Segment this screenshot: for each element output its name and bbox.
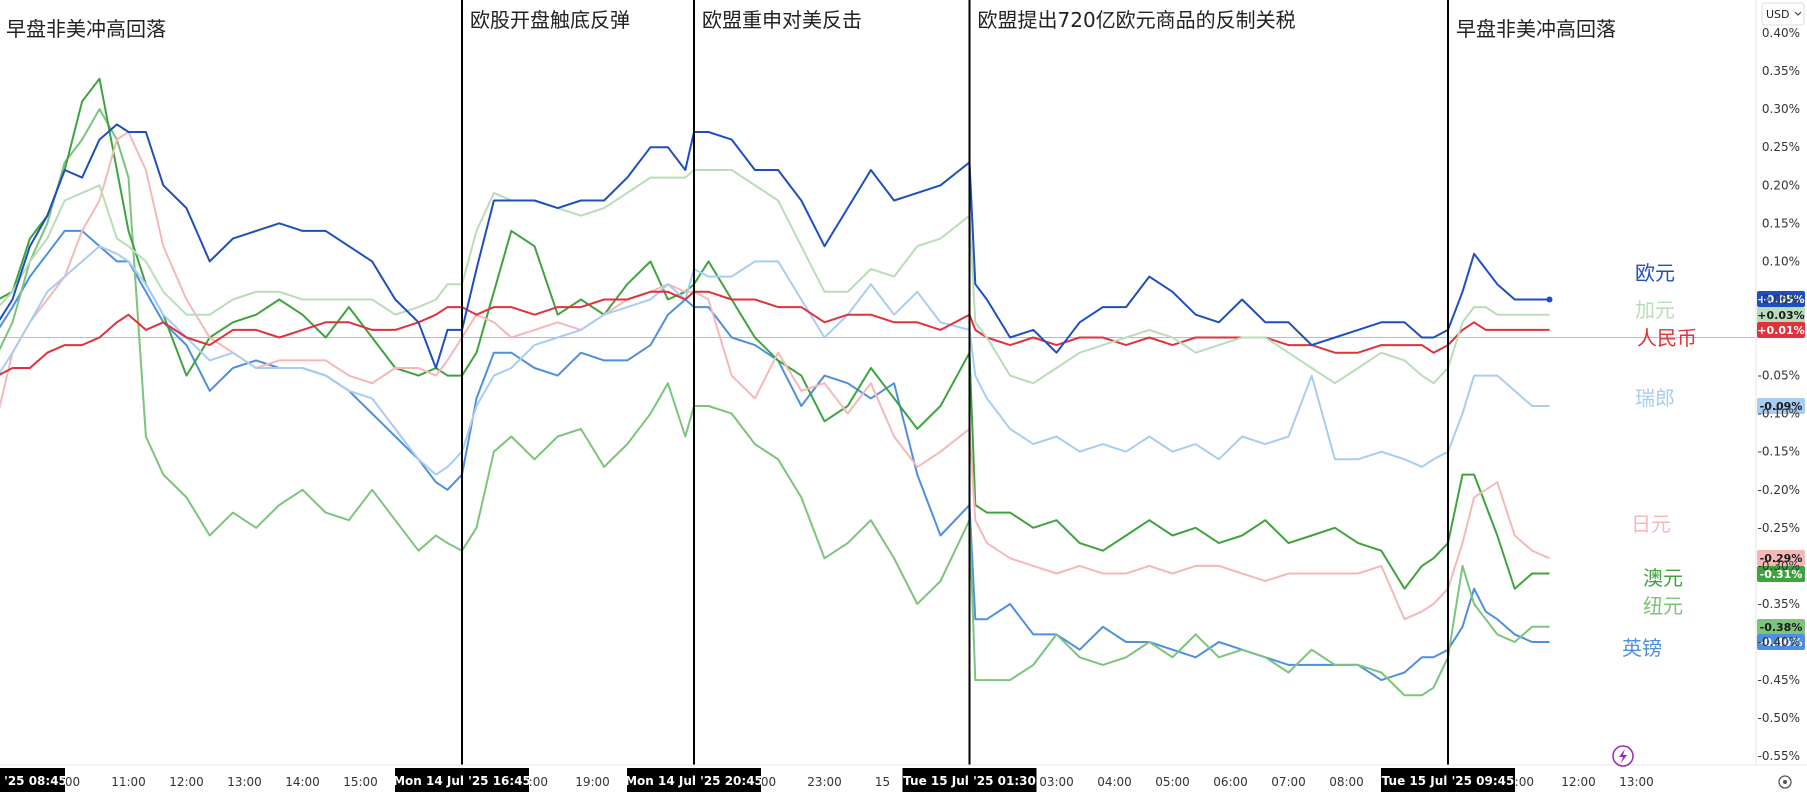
x-tick-label: 06:00 — [1213, 775, 1248, 789]
x-tick-label: 13:00 — [1619, 775, 1654, 789]
event-annotation: 早盘非美冲高回落 — [6, 17, 166, 41]
x-tick-label: 14:00 — [285, 775, 320, 789]
currency-selector-box[interactable] — [1761, 2, 1805, 26]
event-time-label: Tue 15 Jul '25 09:45 — [1382, 774, 1515, 788]
y-tick-label: 0.15% — [1762, 216, 1800, 230]
event-time-label-box — [1381, 768, 1515, 792]
series-labels-group: 欧元 +0.05% 加元 +0.03% 人民币 +0.01% 瑞郎 -0.09% 日元 -0.29… — [1622, 261, 1805, 660]
y-tick-label: 0.35% — [1762, 64, 1800, 78]
series-value-badge-text: +0.01% — [1757, 324, 1804, 337]
x-tick-label: 05:00 — [1155, 775, 1190, 789]
series-name-label: 日元 — [1631, 512, 1671, 536]
event-time-label: Mon 14 Jul '25 08:45 — [0, 774, 67, 788]
y-tick-label: -0.15% — [1758, 445, 1800, 459]
y-tick-label: 0.30% — [1762, 102, 1800, 116]
x-tick-label: :00 — [61, 775, 80, 789]
event-time-label: Tue 15 Jul '25 01:30 — [903, 774, 1036, 788]
y-tick-label: -0.25% — [1758, 521, 1800, 535]
series-value-badge — [1757, 619, 1805, 635]
series-value-badge — [1757, 566, 1805, 582]
series-name-label: 澳元 — [1643, 566, 1683, 590]
series-value-badge-text: -0.09% — [1760, 400, 1803, 413]
event-time-label: Mon 14 Jul '25 20:45 — [625, 774, 763, 788]
event-annotation: 欧盟重申对美反击 — [702, 8, 862, 32]
y-tick-label: 0.05% — [1762, 292, 1800, 306]
y-tick-label: 0.10% — [1762, 254, 1800, 268]
y-tick-label: -0.40% — [1758, 635, 1800, 649]
chevron-down-icon — [1794, 11, 1802, 16]
y-tick-label: -0.10% — [1758, 407, 1800, 421]
y-tick-label: 0.25% — [1762, 140, 1800, 154]
series-name-label: 人民币 — [1637, 326, 1697, 350]
x-tick-label: 15:00 — [343, 775, 378, 789]
gear-icon — [1778, 775, 1792, 789]
series-value-badge — [1757, 398, 1805, 414]
y-tick-label: 0.40% — [1762, 26, 1800, 40]
y-tick-label: -0.20% — [1758, 483, 1800, 497]
y-tick-label: -0.05% — [1758, 369, 1800, 383]
event-annotation: 欧股开盘触底反弹 — [470, 8, 630, 32]
event-time-label-box — [627, 768, 761, 792]
series-name-label: 英镑 — [1622, 636, 1662, 660]
x-tick-label: 13:00 — [227, 775, 262, 789]
x-tick-label: :00 — [757, 775, 776, 789]
series-value-badge-text: -0.29% — [1760, 552, 1803, 565]
event-time-label-box — [0, 768, 65, 792]
price-axis[interactable]: 0.40% 0.35% 0.30% 0.25% 0.20% 0.15% 0.10% 0.05%… — [1755, 0, 1800, 765]
event-time-label: Mon 14 Jul '25 16:45 — [393, 774, 531, 788]
x-tick-label: 23:00 — [807, 775, 842, 789]
series-value-badge-text: -0.31% — [1760, 568, 1803, 581]
series-name-label: 欧元 — [1635, 261, 1675, 285]
series-value-badge-text: +0.03% — [1757, 309, 1804, 322]
y-tick-label: 0.20% — [1762, 178, 1800, 192]
x-tick-label: 12:00 — [1561, 775, 1596, 789]
series-endpoint-marker — [1546, 296, 1553, 303]
series-name-label: 加元 — [1635, 298, 1675, 322]
series-value-badge — [1757, 634, 1805, 650]
y-tick-label: -0.35% — [1758, 597, 1800, 611]
event-annotation: 欧盟提出720亿欧元商品的反制关税 — [978, 8, 1296, 32]
x-tick-label: 12:00 — [169, 775, 204, 789]
lightning-icon[interactable] — [1612, 745, 1634, 767]
event-lines-group: 早盘非美冲高回落 欧股开盘触底反弹 欧盟重申对美反击 欧盟提出720亿欧元商品的反制关… — [6, 0, 1616, 765]
y-tick-label: -0.50% — [1758, 711, 1800, 725]
y-tick-label: -0.55% — [1758, 749, 1800, 763]
series-value-badge — [1757, 322, 1805, 338]
x-tick-label: 11:00 — [111, 775, 146, 789]
event-time-label-box — [395, 768, 529, 792]
lightning-bolt-shape — [1619, 749, 1627, 763]
series-name-label: 纽元 — [1643, 594, 1683, 618]
gear-icon-center — [1783, 780, 1787, 784]
x-tick-label: 07:00 — [1271, 775, 1306, 789]
series-value-badge-text: -0.40% — [1760, 636, 1803, 649]
series-value-badge-text: -0.38% — [1760, 621, 1803, 634]
x-tick-label: 19:00 — [575, 775, 610, 789]
x-tick-label: 08:00 — [1329, 775, 1364, 789]
currency-selector[interactable]: USD — [1761, 2, 1805, 26]
series-value-badge-text: +0.05% — [1757, 293, 1804, 306]
y-tick-label: -0.30% — [1758, 559, 1800, 573]
series-value-badge — [1757, 307, 1805, 323]
x-tick-label: 15 — [875, 775, 890, 789]
event-annotation: 早盘非美冲高回落 — [1456, 17, 1616, 41]
time-axis[interactable]: :00 11:00 12:00 13:00 14:00 15:00 3:00 19:00:00… — [0, 764, 1807, 792]
x-tick-label: 04:00 — [1097, 775, 1132, 789]
y-tick-label: -0.45% — [1758, 673, 1800, 687]
series-value-badge — [1757, 550, 1805, 566]
x-tick-label: 03:00 — [1039, 775, 1074, 789]
event-time-label-box — [902, 768, 1037, 792]
settings-icon[interactable] — [1778, 775, 1792, 789]
series-name-label: 瑞郎 — [1635, 386, 1675, 410]
currency-selector-label: USD — [1766, 8, 1790, 21]
series-value-badge — [1757, 291, 1805, 307]
